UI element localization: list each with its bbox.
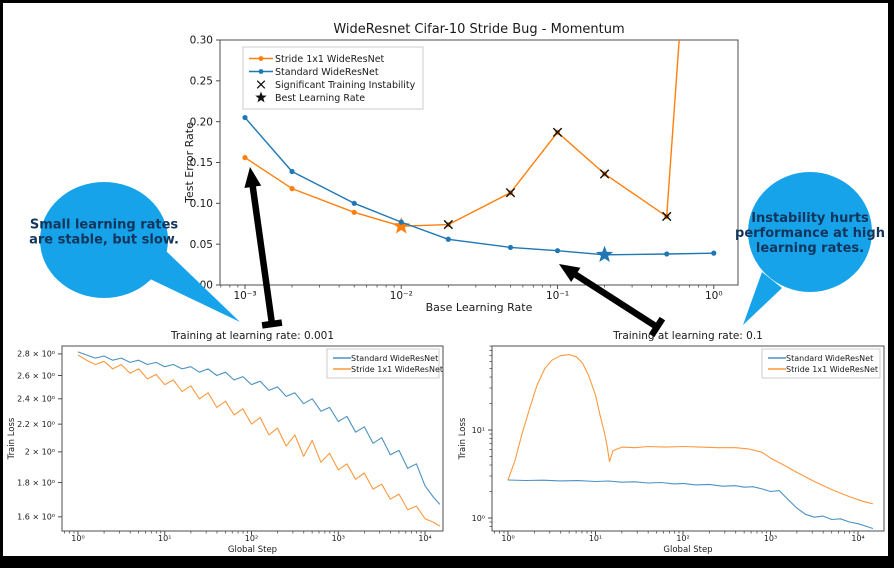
- x-axis: 10⁰ 10¹ 10² 10³ 10⁴: [494, 531, 865, 543]
- legend-label: Standard WideResNet: [786, 354, 873, 363]
- speech-bubble-tail: [148, 250, 240, 322]
- legend: Standard WideResNet Stride 1x1 WideResNet: [761, 348, 881, 379]
- x-tick-label: 10⁻³: [233, 290, 256, 302]
- annotation-arrow-right: [559, 264, 666, 338]
- best-lr-star-standard-wideresnet: [596, 245, 614, 263]
- y-tick-label: 10¹: [472, 426, 485, 435]
- speech-bubble-body: [748, 172, 872, 292]
- x-tick-label: 10²: [676, 534, 689, 543]
- speech-bubble-text: Instability hurts performance at high lear…: [735, 211, 885, 256]
- series-standard-wideresnet: [507, 479, 874, 530]
- speech-bubble-tail: [743, 272, 782, 325]
- y-tick-label: 1.8 × 10⁰: [17, 478, 55, 487]
- series-stride-1x1-wideresnet: [507, 354, 874, 505]
- y-tick-label: 1.6 × 10⁰: [17, 513, 55, 522]
- y-tick-label: 0.05: [190, 239, 213, 251]
- y-tick-label: 0.25: [190, 76, 213, 88]
- chart-title: Training at learning rate: 0.001: [170, 330, 334, 342]
- legend-label: Stride 1x1 WideResNet: [351, 365, 443, 374]
- speech-bubble-text: Small learning rates are stable, but slow…: [29, 218, 179, 248]
- x-tick-label: 10¹: [589, 534, 602, 543]
- y-axis: 1.6 × 10⁰ 1.8 × 10⁰ 2 × 10⁰ 2.2 × 10⁰ 2.4 × …: [17, 350, 62, 522]
- x-axis-label: Global Step: [663, 545, 712, 555]
- x-tick-label: 10³: [764, 534, 777, 543]
- speech-bubble-left: Small learning rates are stable, but slow…: [29, 182, 240, 322]
- x-axis: 10⁻³ 10⁻² 10⁻¹ 10⁰: [220, 285, 723, 302]
- y-tick-label: 10⁰: [472, 514, 485, 523]
- legend-label: Best Learning Rate: [275, 93, 365, 104]
- speech-bubble-right: Instability hurts performance at high lear…: [735, 172, 885, 325]
- y-axis-label: Train Loss: [458, 417, 468, 460]
- arrow-tail-bar: [648, 316, 666, 338]
- x-tick-label: 10⁰: [501, 534, 514, 543]
- y-tick-label: 2.2 × 10⁰: [17, 420, 55, 429]
- plot-frame: [61, 345, 444, 532]
- chart-title: WideResnet Cifar-10 Stride Bug - Momentu…: [333, 22, 624, 37]
- speech-bubble-body: [40, 182, 168, 298]
- arrowhead: [244, 167, 262, 188]
- series-stride-1x1-wideresnet: [77, 354, 441, 527]
- y-tick-label: 0.30: [190, 35, 213, 47]
- y-tick-label: 0.10: [190, 198, 213, 210]
- arrow-tail-bar: [261, 319, 283, 329]
- x-tick-label: 10⁻¹: [546, 290, 569, 302]
- legend-label: Significant Training Instability: [275, 80, 416, 91]
- y-axis-label: Test Error Rate: [183, 122, 196, 204]
- legend: Standard WideResNet Stride 1x1 WideResNet: [326, 348, 443, 379]
- x-tick-label: 10⁻²: [390, 290, 413, 302]
- x-tick-label: 10⁴: [851, 534, 864, 543]
- arrowhead: [559, 264, 581, 282]
- y-tick-label: 0.15: [190, 157, 213, 169]
- x-tick-label: 10¹: [158, 534, 171, 543]
- x-axis-label: Global Step: [228, 545, 277, 555]
- x-tick-label: 10³: [332, 534, 345, 543]
- x-tick-label: 10²: [245, 534, 258, 543]
- y-tick-label: 2.6 × 10⁰: [17, 371, 55, 380]
- annotation-arrow-left: [244, 167, 283, 329]
- legend-label: Standard WideResNet: [275, 67, 379, 78]
- series-standard-wideresnet: [242, 114, 717, 263]
- legend-label: Stride 1x1 WideResNet: [786, 365, 878, 374]
- x-tick-label: 10⁰: [71, 534, 84, 543]
- series-standard-wideresnet: [77, 351, 441, 505]
- legend-label: Stride 1x1 WideResNet: [275, 54, 385, 65]
- best-lr-star-stride-1x1-wideresnet: [392, 217, 410, 234]
- y-tick-label: 2 × 10⁰: [25, 448, 55, 457]
- y-axis-label: Train Loss: [7, 417, 17, 460]
- x-tick-label: 10⁴: [418, 534, 431, 543]
- x-axis: 10⁰ 10¹ 10² 10³ 10⁴: [64, 531, 432, 543]
- y-tick-label: 2.4 × 10⁰: [17, 395, 55, 404]
- legend: Stride 1x1 WideResNet Standard WideResNet…: [242, 46, 424, 110]
- y-tick-label: 2.8 × 10⁰: [17, 350, 55, 359]
- y-axis: 10⁰ 10¹: [472, 345, 492, 527]
- series-stride-1x1-wideresnet: [242, 40, 680, 234]
- y-tick-label: 0.20: [190, 116, 213, 128]
- legend-label: Standard WideResNet: [351, 354, 438, 363]
- x-axis-label: Base Learning Rate: [426, 301, 533, 314]
- x-tick-label: 10⁰: [705, 290, 723, 302]
